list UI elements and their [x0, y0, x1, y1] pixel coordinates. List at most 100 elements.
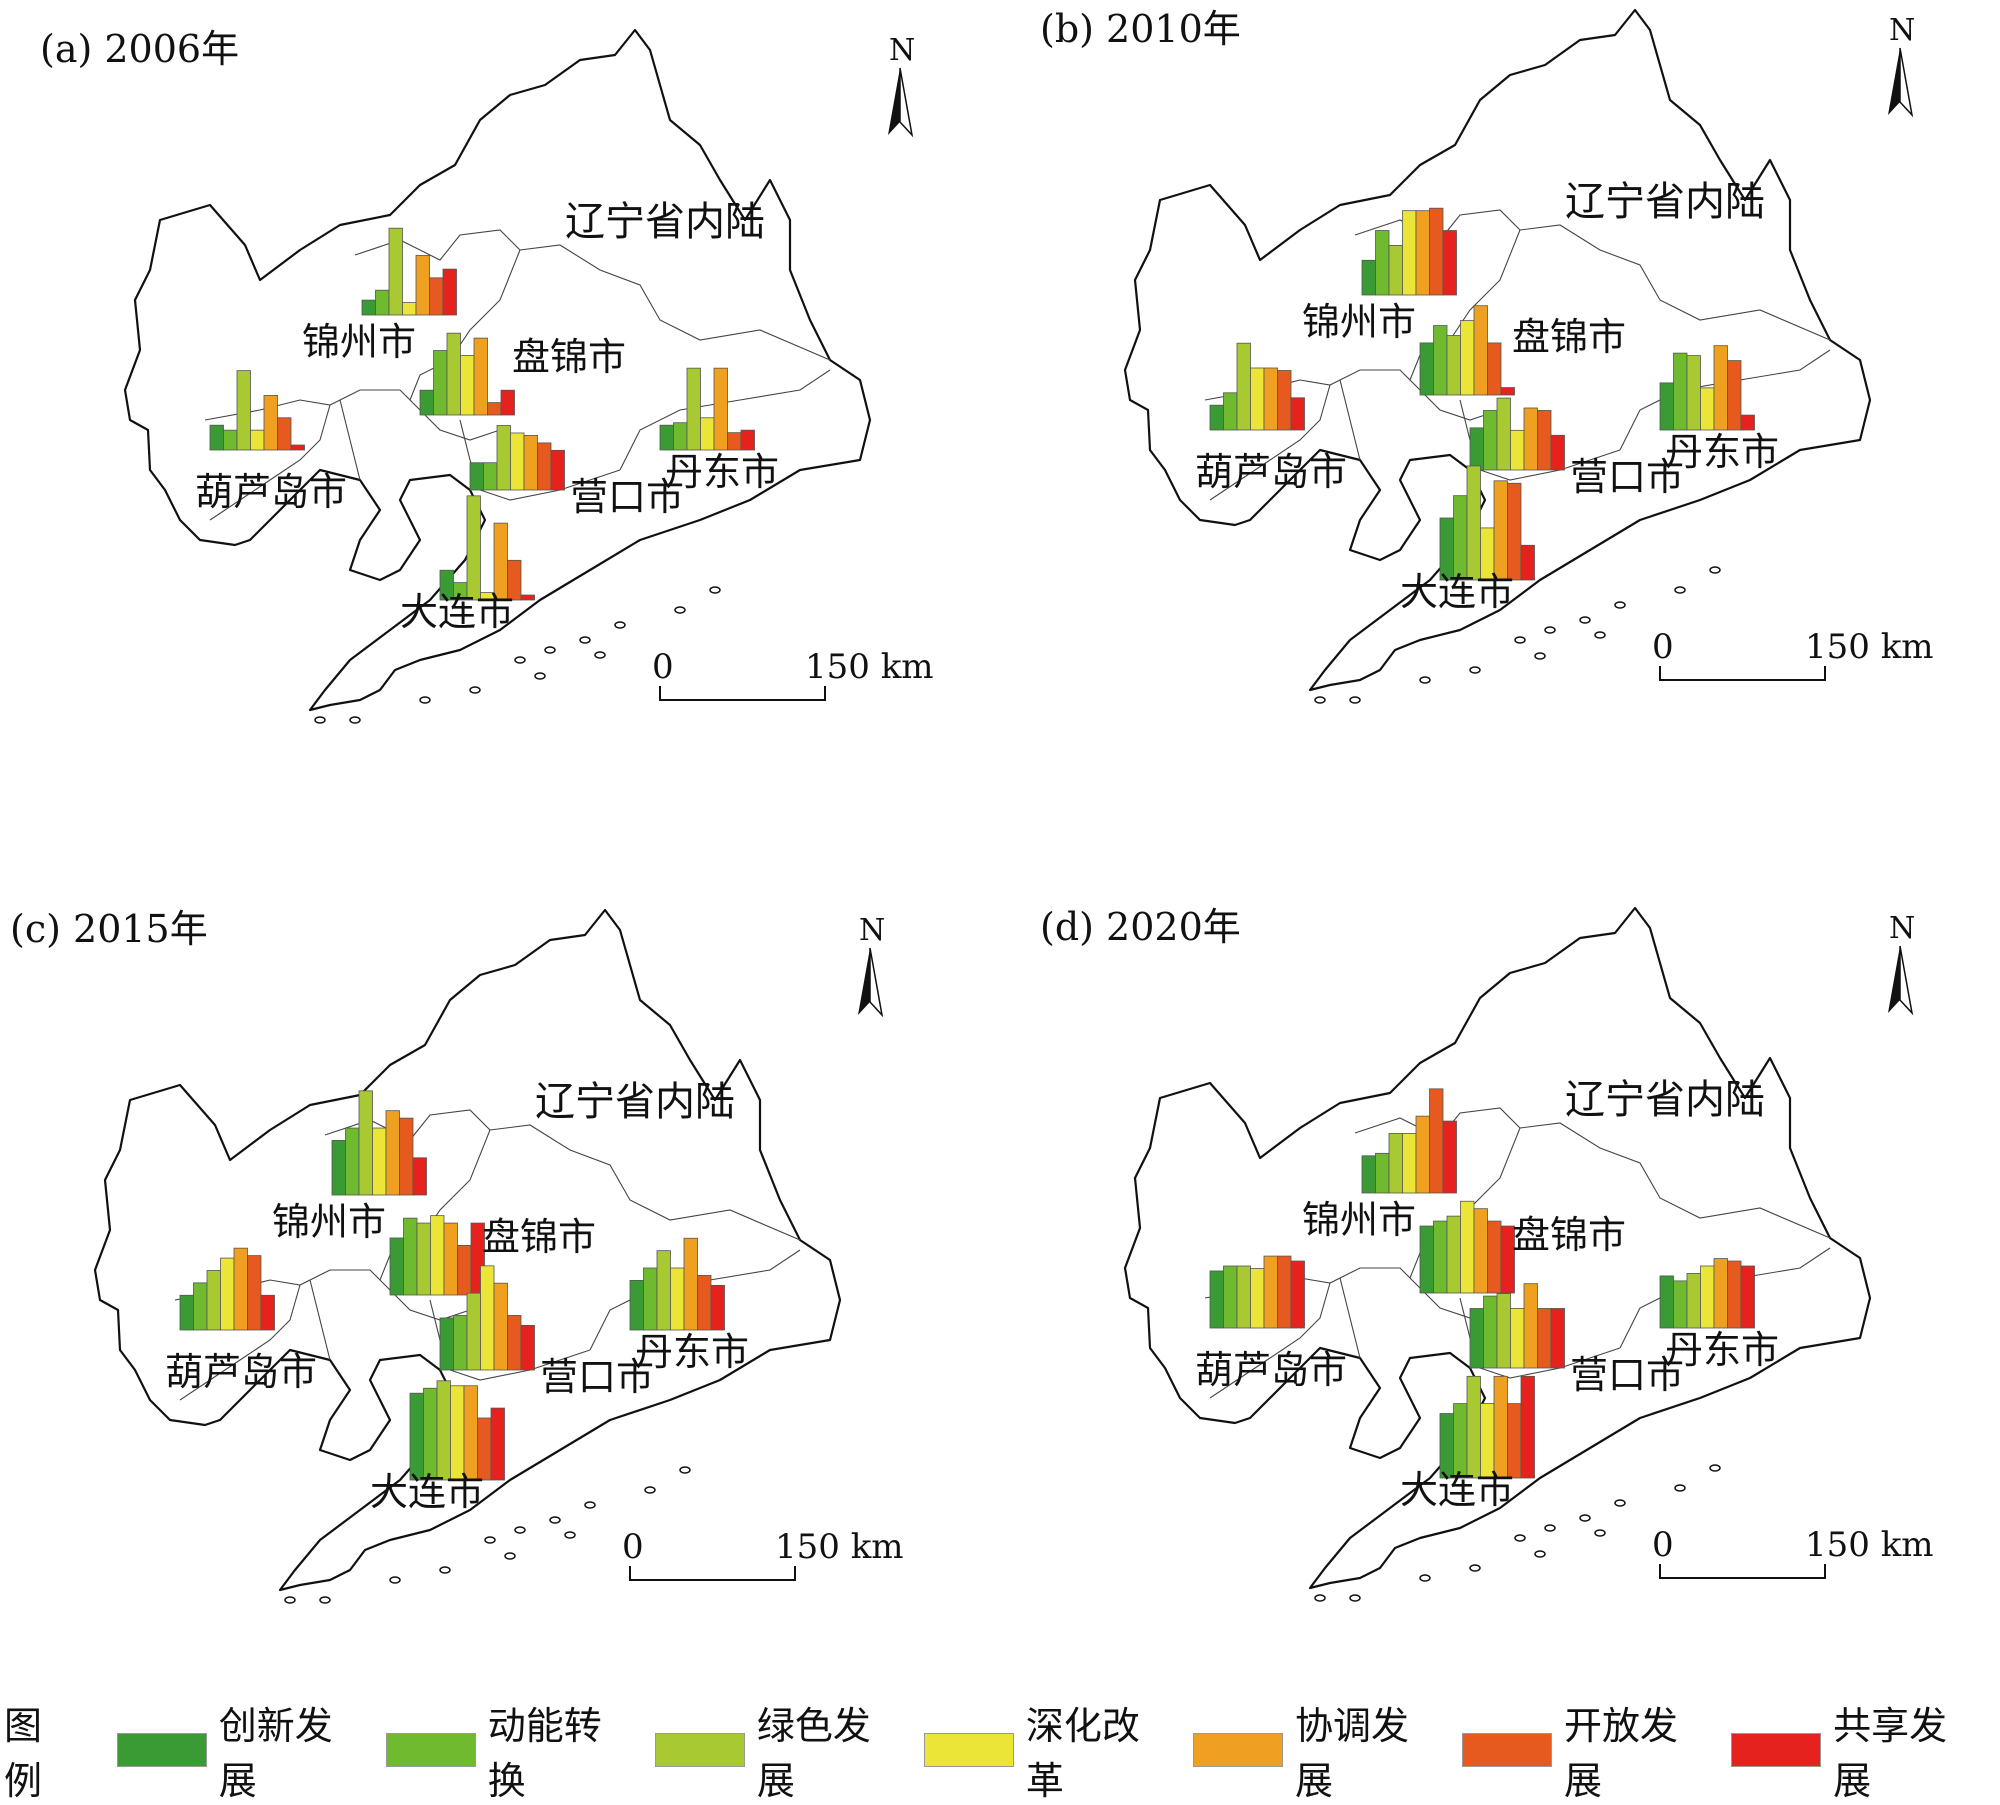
city-boundary	[519, 244, 831, 361]
city-bar	[1487, 1220, 1502, 1294]
city-bar-chart	[629, 1237, 725, 1331]
city-bar-chart	[209, 370, 305, 451]
city-bar	[1686, 355, 1701, 431]
city-bar-chart	[1659, 345, 1755, 431]
legend-item: 创新发展	[116, 1695, 368, 1805]
legend-item: 共享发展	[1730, 1695, 1982, 1805]
city-bar	[1429, 207, 1444, 296]
city-boundary	[1619, 349, 1831, 451]
city-label: 葫芦岛市	[195, 470, 347, 514]
city-label: 营口市	[540, 1355, 654, 1399]
city-bar	[1520, 544, 1535, 581]
legend-swatch	[923, 1733, 1014, 1767]
island	[534, 672, 546, 680]
city-boundary	[1519, 224, 1831, 341]
city-bar	[236, 370, 251, 451]
city-bar	[510, 432, 525, 491]
city-bar	[453, 1315, 468, 1371]
city-bar	[1469, 427, 1484, 471]
city-bar	[1713, 1258, 1728, 1329]
city-bar	[537, 442, 552, 491]
scale-end: 150 km	[1805, 1525, 1934, 1565]
city-bar	[740, 429, 755, 451]
province-outline	[123, 28, 872, 712]
city-boundary	[204, 389, 501, 441]
scale-bar: 0 150 km	[1652, 627, 1934, 681]
island	[674, 606, 686, 614]
island	[469, 686, 481, 694]
city-bar	[1223, 392, 1238, 431]
city-bar	[1453, 1403, 1468, 1479]
city-bar	[446, 332, 461, 416]
city-bar	[263, 395, 278, 451]
north-arrow-icon: N	[1888, 13, 1915, 118]
island	[1579, 1514, 1591, 1522]
city-bar	[1713, 345, 1728, 431]
city-label: 营口市	[1570, 455, 1684, 499]
city-bar	[206, 1270, 221, 1331]
city-bar-chart	[1361, 1088, 1457, 1194]
city-bar-chart	[1361, 207, 1457, 296]
city-bar	[388, 227, 403, 316]
city-bar	[209, 424, 224, 451]
legend-swatch	[1192, 1733, 1283, 1767]
city-bar	[423, 1387, 438, 1481]
city-bar	[1402, 210, 1417, 296]
city-bar-chart	[389, 1215, 485, 1296]
city-label: 大连市	[1400, 1468, 1514, 1512]
city-bar	[1263, 367, 1278, 431]
city-bar	[457, 1244, 472, 1296]
city-boundary	[1459, 1297, 1621, 1379]
city-bar-chart	[331, 1090, 427, 1196]
city-boundary	[339, 399, 361, 481]
island	[644, 1486, 656, 1494]
city-bar	[412, 1157, 427, 1196]
city-label: 大连市	[1400, 570, 1514, 614]
north-arrow-icon: N	[858, 913, 885, 1018]
city-bar	[1473, 1208, 1488, 1294]
region-label: 辽宁省内陆	[1565, 1077, 1765, 1123]
city-bar	[700, 417, 715, 451]
island	[1314, 696, 1326, 704]
city-bar	[1466, 465, 1481, 581]
city-bar-chart	[659, 367, 755, 451]
city-bar-chart	[439, 495, 535, 601]
city-bar	[520, 594, 535, 601]
city-label: 营口市	[1570, 1353, 1684, 1397]
city-bar	[385, 1110, 400, 1196]
island	[514, 1526, 526, 1534]
island	[1614, 601, 1626, 609]
city-bar	[1388, 1133, 1403, 1194]
city-bar	[1263, 1255, 1278, 1329]
island	[564, 1531, 576, 1539]
city-bar	[1429, 1088, 1444, 1194]
city-bar	[1510, 429, 1525, 471]
city-bar	[436, 1380, 451, 1481]
city-bar	[1493, 1375, 1508, 1479]
region-label: 辽宁省内陆	[535, 1079, 735, 1125]
island	[389, 1576, 401, 1584]
city-bar-chart	[1439, 465, 1535, 581]
city-bar	[402, 302, 417, 316]
city-bar	[193, 1282, 208, 1331]
city-bar	[1727, 1260, 1742, 1329]
city-bar	[345, 1127, 360, 1196]
city-bar	[331, 1140, 346, 1196]
island	[1594, 631, 1606, 639]
scale-end: 150 km	[1805, 627, 1934, 667]
city-label: 丹东市	[635, 1330, 749, 1374]
city-bar	[250, 429, 265, 451]
city-bar	[629, 1279, 644, 1331]
city-bar	[480, 1265, 495, 1371]
city-bar	[1433, 325, 1448, 396]
city-bar	[179, 1294, 194, 1331]
island	[1349, 1594, 1361, 1602]
city-label: 丹东市	[1665, 1328, 1779, 1372]
city-bar	[429, 277, 444, 316]
city-bar	[290, 444, 305, 451]
city-bar	[1446, 335, 1461, 396]
legend-swatch	[654, 1733, 745, 1767]
city-bar	[1520, 1375, 1535, 1479]
